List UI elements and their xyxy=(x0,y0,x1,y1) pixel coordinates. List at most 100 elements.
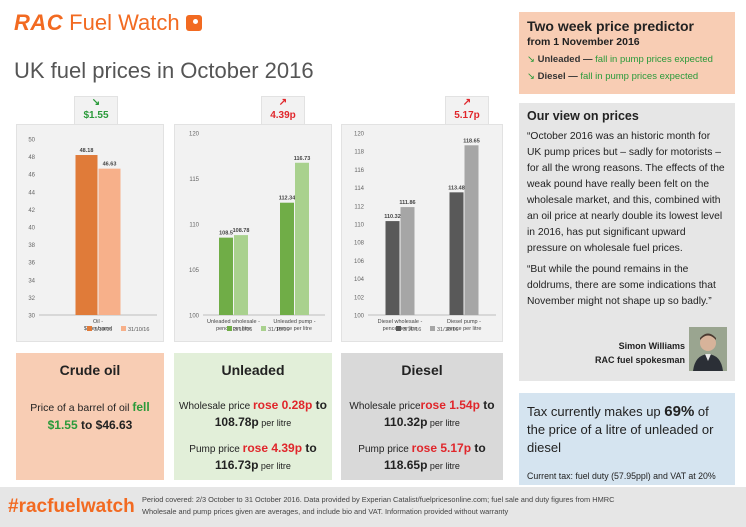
bar xyxy=(219,237,233,315)
y-tick-label: 114 xyxy=(354,186,364,192)
category-label: Unleaded wholesale - xyxy=(207,319,260,325)
y-tick-label: 46 xyxy=(28,173,35,179)
unleaded-summary: Unleaded Wholesale price rose 0.28p to 1… xyxy=(174,353,332,480)
y-tick-label: 40 xyxy=(28,226,35,232)
unleaded-change-value: 4.39p xyxy=(270,110,296,121)
diesel-p-unit: per litre xyxy=(427,461,460,471)
spokesman-photo xyxy=(689,327,727,371)
diesel-chart-panel: 100 102 104 106 108 110 112 114 116 118 120 110.32 1… xyxy=(341,124,503,342)
page-title: UK fuel prices in October 2016 xyxy=(14,58,314,83)
y-tick-label: 116 xyxy=(354,168,364,174)
data-label: 108.78 xyxy=(233,228,250,234)
diesel-wholesale-value: 110.32p per litre xyxy=(341,415,503,429)
crude-fell: fell xyxy=(132,400,150,414)
y-tick-label: 102 xyxy=(354,295,365,301)
tax-pre: Tax currently makes up xyxy=(527,404,665,419)
price-predictor: Two week price predictor from 1 November… xyxy=(519,12,735,94)
y-tick-label: 104 xyxy=(354,277,365,283)
legend-entry: 3/10/16 xyxy=(94,327,112,333)
bar xyxy=(449,192,464,315)
spokesman-name: Simon Williams xyxy=(618,341,685,351)
footnote-1: Period covered: 2/3 October to 31 Octobe… xyxy=(142,495,615,504)
predictor-unleaded-label: Unleaded — xyxy=(537,54,593,65)
view-paragraph-1: “October 2016 was an historic month for … xyxy=(527,131,725,254)
bar xyxy=(295,162,309,315)
predictor-diesel-text: fall in pump prices expected xyxy=(577,71,699,82)
crude-change-badge: ↘ $1.55 xyxy=(74,96,118,126)
tax-percent: 69% xyxy=(664,403,695,420)
footnotes: Period covered: 2/3 October to 31 Octobe… xyxy=(142,494,742,518)
view-paragraph-2: “But while the pound remains in the dold… xyxy=(527,264,716,307)
legend-swatch xyxy=(121,326,126,331)
bar xyxy=(400,207,415,315)
arrow-down-icon: ↘ xyxy=(527,71,535,82)
legend-entry: 31/10/16 xyxy=(128,327,149,333)
unleaded-w-label: Wholesale price xyxy=(179,401,253,412)
diesel-p-change: rose 5.17p xyxy=(411,441,472,455)
y-tick-label: 44 xyxy=(28,190,35,196)
predictor-unleaded: ↘ Unleaded — fall in pump prices expecte… xyxy=(527,54,727,65)
y-tick-label: 118 xyxy=(354,150,364,156)
legend-swatch xyxy=(87,326,92,331)
predictor-diesel: ↘ Diesel — fall in pump prices expected xyxy=(527,71,727,82)
legend-swatch xyxy=(396,326,401,331)
fuel-pump-icon xyxy=(185,15,202,31)
unleaded-p-val: 116.73p xyxy=(215,458,259,472)
hashtag: #racfuelwatch xyxy=(8,496,135,517)
y-tick-label: 42 xyxy=(28,208,35,214)
y-tick-label: 120 xyxy=(354,132,365,138)
spokesman-role: RAC fuel spokesman xyxy=(594,355,685,365)
category-label: $ per barrel xyxy=(84,326,112,332)
predictor-unleaded-text: fall in pump prices expected xyxy=(592,54,713,65)
arrow-up-icon: ↗ xyxy=(278,97,288,108)
y-tick-label: 38 xyxy=(28,243,35,249)
bar xyxy=(385,221,400,315)
unleaded-w-unit: per litre xyxy=(258,418,292,428)
unleaded-w-change: rose 0.28p xyxy=(252,398,313,412)
diesel-change-badge: ↗ 5.17p xyxy=(445,96,489,126)
legend-entry: 31/10/16 xyxy=(437,327,458,333)
logo-rac: RAC xyxy=(14,10,64,35)
category-label: Diesel wholesale - xyxy=(378,319,423,325)
y-tick-label: 36 xyxy=(28,261,35,267)
arrow-down-icon: ↘ xyxy=(91,97,101,108)
y-tick-label: 106 xyxy=(354,259,365,265)
unleaded-wholesale-value: 108.78p per litre xyxy=(174,415,332,429)
diesel-chart: 100 102 104 106 108 110 112 114 116 118 120 110.32 1… xyxy=(354,132,496,333)
our-view-panel: Our view on prices “October 2016 was an … xyxy=(519,103,735,381)
legend-swatch xyxy=(261,326,266,331)
y-tick-label: 105 xyxy=(189,268,200,274)
y-tick-label: 115 xyxy=(189,177,199,183)
bar xyxy=(98,168,121,315)
tax-panel: Tax currently makes up 69% of the price … xyxy=(519,393,735,485)
arrow-down-icon: ↘ xyxy=(527,54,535,65)
unleaded-pump-line: Pump price rose 4.39p to xyxy=(174,441,332,455)
diesel-p-to: to xyxy=(471,441,486,455)
diesel-summary: Diesel Wholesale pricerose 1.54p to 110.… xyxy=(341,353,503,480)
diesel-w-unit: per litre xyxy=(427,418,460,428)
y-tick-label: 48 xyxy=(28,155,35,161)
predictor-diesel-label: Diesel — xyxy=(537,71,578,82)
crude-oil-chart: 30 32 34 36 38 40 42 44 46 48 50 48.18 46.63 Oil -$ p… xyxy=(28,138,157,333)
diesel-p-val: 118.65p xyxy=(384,458,428,472)
logo-fuel-watch: Fuel Watch xyxy=(69,10,180,35)
crude-oil-heading: Crude oil xyxy=(59,362,121,378)
unleaded-chart: 100 105 110 115 120 108.5 108.78 Unleaded whole… xyxy=(189,132,325,333)
unleaded-p-label: Pump price xyxy=(189,444,243,455)
category-label: pence per litre xyxy=(447,326,482,332)
crude-oil-line2: $1.55 to $46.63 xyxy=(16,418,164,432)
legend-entry: 3/10/16 xyxy=(403,327,421,333)
crude-chart-panel: 30 32 34 36 38 40 42 44 46 48 50 48.18 46.63 Oil - $ p… xyxy=(16,124,164,342)
category-label: Diesel pump - xyxy=(447,319,481,325)
diesel-w-val: 110.32p xyxy=(384,415,428,429)
unleaded-p-change: rose 4.39p xyxy=(242,441,303,455)
legend-swatch xyxy=(227,326,232,331)
diesel-change-value: 5.17p xyxy=(454,110,480,121)
legend-entry: 3/10/16 xyxy=(234,327,252,333)
unleaded-heading: Unleaded xyxy=(221,362,285,378)
tax-statement: Tax currently makes up 69% of the price … xyxy=(527,403,727,457)
unleaded-change-badge: ↗ 4.39p xyxy=(261,96,305,126)
y-tick-label: 50 xyxy=(28,138,35,144)
predictor-title: Two week price predictor xyxy=(527,18,695,34)
diesel-w-to: to xyxy=(479,398,495,412)
